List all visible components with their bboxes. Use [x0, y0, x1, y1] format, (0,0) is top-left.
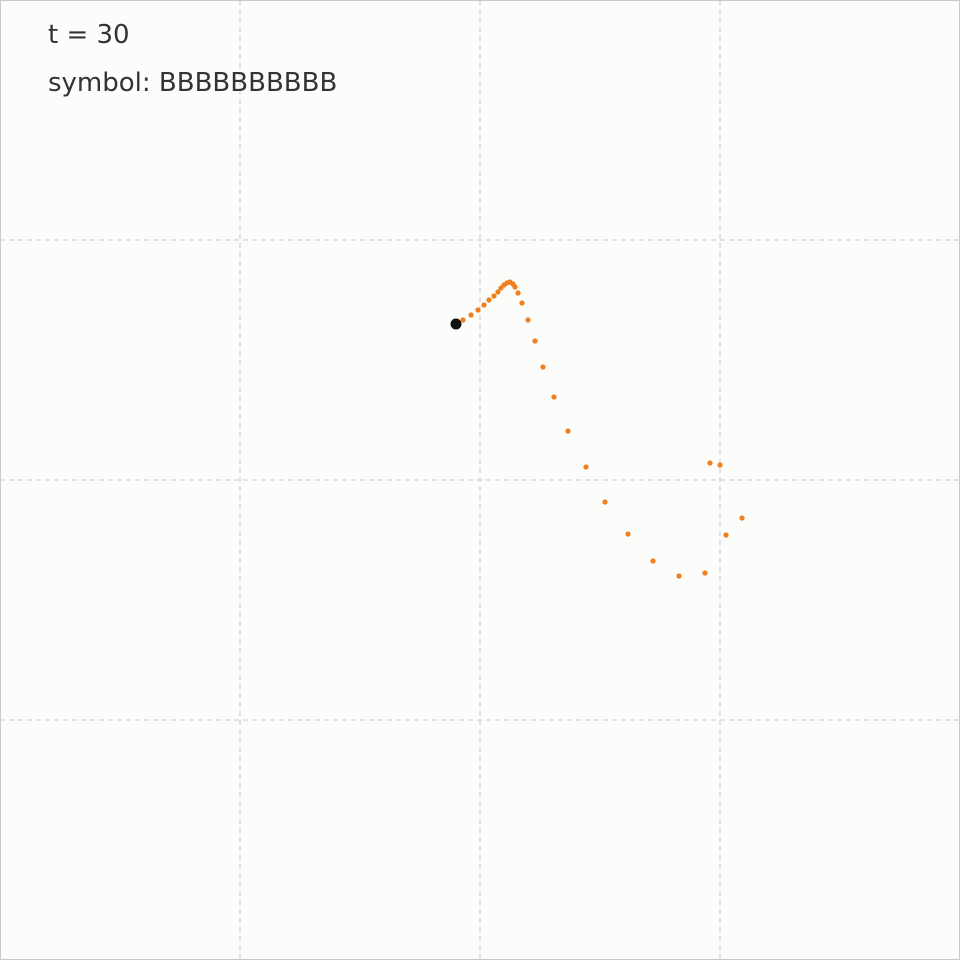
trail-point	[481, 302, 487, 308]
trail-point	[723, 532, 729, 538]
trail-point	[495, 289, 501, 295]
trail-point	[486, 297, 492, 303]
trail-point	[468, 312, 474, 318]
trail-point	[702, 570, 708, 576]
trail-point	[475, 307, 481, 313]
trail-point	[551, 394, 557, 400]
trail-point	[650, 558, 656, 564]
trail-point	[515, 290, 521, 296]
symbol-label: symbol: BBBBBBBBBB	[48, 68, 338, 98]
trail-point	[525, 317, 531, 323]
trail-point	[717, 462, 723, 468]
trail-point	[739, 515, 745, 521]
trail-point	[625, 531, 631, 537]
trail-point	[583, 464, 589, 470]
trail-point	[532, 338, 538, 344]
trail-point	[565, 428, 571, 434]
time-step-label: t = 30	[48, 20, 130, 50]
trail-point	[602, 499, 608, 505]
trail-point	[707, 460, 713, 466]
head-point	[450, 318, 462, 330]
agent-head	[450, 318, 462, 330]
trail-point	[676, 573, 682, 579]
trail-point	[519, 300, 525, 306]
trail-point	[512, 284, 518, 290]
trail-points	[460, 279, 745, 579]
trail-point	[460, 317, 466, 323]
trail-point	[491, 293, 497, 299]
trail-point	[540, 364, 546, 370]
